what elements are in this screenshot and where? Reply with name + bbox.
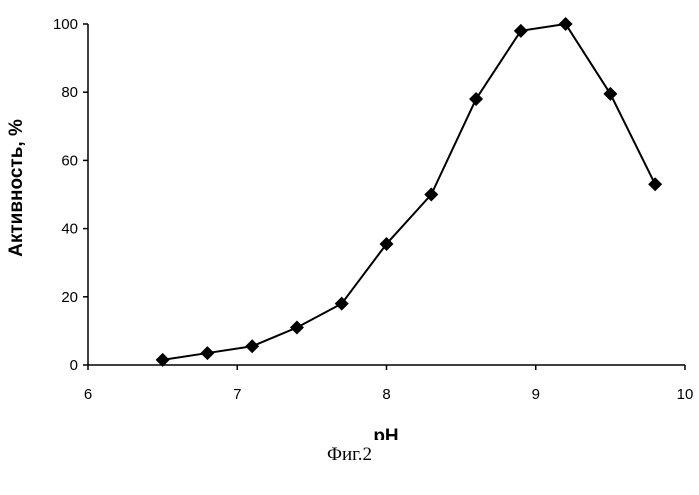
x-ticks: 6 7 8 9 10 (84, 365, 694, 403)
y-tick-label: 100 (53, 16, 78, 33)
data-point (603, 87, 617, 101)
chart: 0 20 40 60 80 100 6 7 8 9 10 pH Активность, % (0, 0, 699, 440)
y-tick-label: 0 (70, 357, 78, 374)
data-point (245, 339, 259, 353)
x-tick-label: 10 (677, 386, 694, 403)
data-point (559, 17, 573, 31)
y-tick-label: 60 (61, 152, 78, 169)
y-tick-label: 80 (61, 84, 78, 101)
x-tick-label: 7 (233, 386, 241, 403)
data-point (290, 320, 304, 334)
data-point (648, 177, 662, 191)
series (156, 17, 663, 367)
y-axis-title: Активность, % (6, 119, 27, 257)
x-tick-label: 8 (382, 386, 390, 403)
data-point (469, 92, 483, 106)
x-axis-title: pH (373, 426, 398, 440)
figure-caption: Фиг.2 (0, 444, 699, 466)
axes (88, 24, 685, 365)
data-point (200, 346, 214, 360)
y-ticks: 0 20 40 60 80 100 (53, 16, 88, 374)
x-tick-label: 9 (532, 386, 540, 403)
series-line (163, 24, 656, 360)
x-tick-label: 6 (84, 386, 92, 403)
data-point (514, 24, 528, 38)
y-tick-label: 40 (61, 221, 78, 238)
y-tick-label: 20 (61, 289, 78, 306)
